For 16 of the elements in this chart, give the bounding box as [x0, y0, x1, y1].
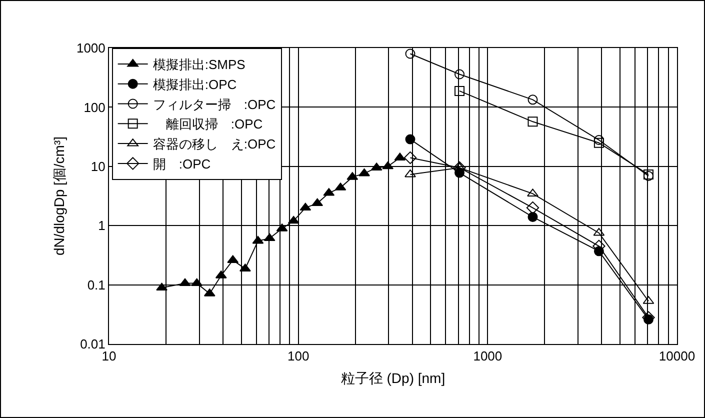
y-tick-label: 1000 — [76, 40, 106, 56]
x-tick-label: 10000 — [658, 348, 696, 364]
legend-label: 開 :OPC — [152, 156, 211, 172]
x-tick-label: 1000 — [473, 348, 502, 364]
x-axis-title: 粒子径 (Dp) [nm] — [340, 370, 446, 386]
legend-label: フィルター掃 :OPC — [152, 96, 276, 112]
x-tick-label: 100 — [287, 348, 310, 364]
y-tick-label: 10 — [90, 158, 106, 174]
legend-label: 離回収掃 :OPC — [152, 116, 263, 132]
y-tick-label: 100 — [84, 100, 106, 115]
legend-label: 模擬排出:OPC — [152, 76, 237, 92]
y-axis-title: dN/dlogDp [個/cm³] — [51, 136, 68, 256]
y-tick-label: 1 — [98, 218, 106, 234]
legend-label: 容器の移し え:OPC — [152, 136, 276, 152]
y-tick-label: 0.1 — [87, 277, 106, 292]
legend-label: 模擬排出:SMPS — [152, 57, 246, 72]
